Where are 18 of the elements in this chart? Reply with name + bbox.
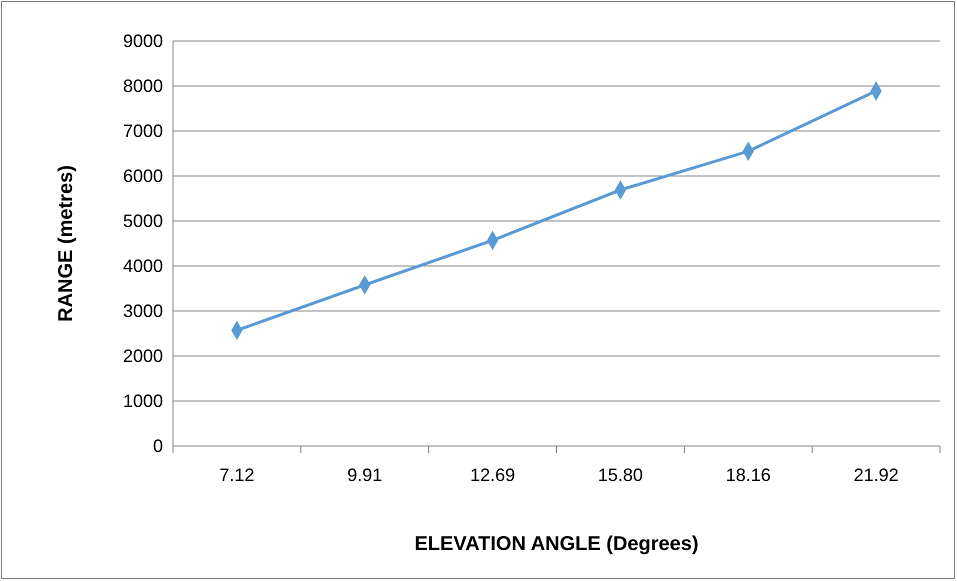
y-tick-label: 3000 xyxy=(122,300,163,321)
y-tick-label: 7000 xyxy=(122,120,163,141)
y-tick-label: 4000 xyxy=(122,256,163,276)
y-tick-label: 5000 xyxy=(122,210,163,231)
x-tick-label: 7.12 xyxy=(219,464,254,485)
x-tick-label: 21.92 xyxy=(854,464,899,485)
y-axis-title: RANGE (metres) xyxy=(55,165,77,322)
x-tick-label: 15.80 xyxy=(598,464,643,485)
x-tick-label: 9.91 xyxy=(347,464,382,485)
x-axis-title: ELEVATION ANGLE (Degrees) xyxy=(414,533,699,555)
x-tick-label: 18.16 xyxy=(726,464,771,485)
y-tick-label: 9000 xyxy=(122,30,163,51)
y-tick-label: 6000 xyxy=(122,166,163,186)
y-tick-label: 2000 xyxy=(122,346,163,366)
y-tick-label: 0 xyxy=(152,436,163,456)
x-tick-label: 12.69 xyxy=(470,464,516,485)
y-tick-label: 8000 xyxy=(122,76,163,96)
y-tick-label: 1000 xyxy=(122,390,163,411)
